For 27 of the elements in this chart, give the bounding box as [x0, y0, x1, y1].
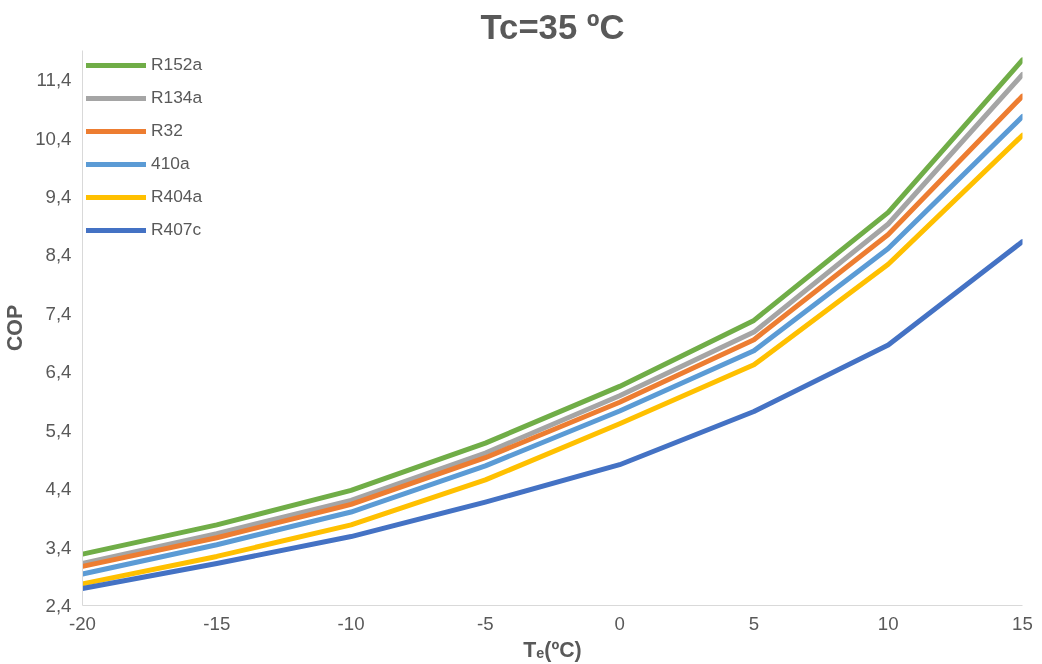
- legend-label: R134a: [151, 87, 203, 108]
- y-axis-title: COP: [3, 304, 28, 352]
- y-tick-label: 7,4: [45, 302, 72, 324]
- legend-label: R32: [151, 120, 183, 141]
- y-tick-label: 6,4: [45, 361, 72, 383]
- y-tick-label: 3,4: [45, 536, 72, 558]
- x-tick-label: -10: [337, 612, 365, 634]
- y-tick-label: 10,4: [35, 127, 72, 149]
- x-tick-label: -15: [203, 612, 231, 634]
- legend-label: R152a: [151, 54, 203, 75]
- y-tick-label: 2,4: [45, 595, 72, 616]
- chart-title: Tc=35 ºC: [480, 7, 625, 46]
- y-tick-label: 9,4: [45, 186, 72, 208]
- legend-label: R404a: [151, 186, 203, 207]
- x-tick-label: -5: [477, 612, 494, 634]
- x-tick-label: -20: [69, 612, 96, 634]
- x-tick-label: 10: [877, 612, 899, 634]
- x-tick-label: 5: [748, 612, 760, 634]
- y-tick-label: 5,4: [45, 419, 72, 441]
- y-tick-label: 8,4: [45, 244, 72, 266]
- y-tick-label: 4,4: [45, 478, 72, 500]
- legend-label: 410a: [151, 153, 190, 174]
- x-axis-title: Tₑ(ºC): [523, 637, 582, 662]
- y-tick-label: 11,4: [36, 69, 72, 91]
- x-tick-label: 0: [614, 612, 625, 634]
- x-tick-label: 15: [1012, 612, 1033, 634]
- legend-label: R407c: [151, 219, 202, 240]
